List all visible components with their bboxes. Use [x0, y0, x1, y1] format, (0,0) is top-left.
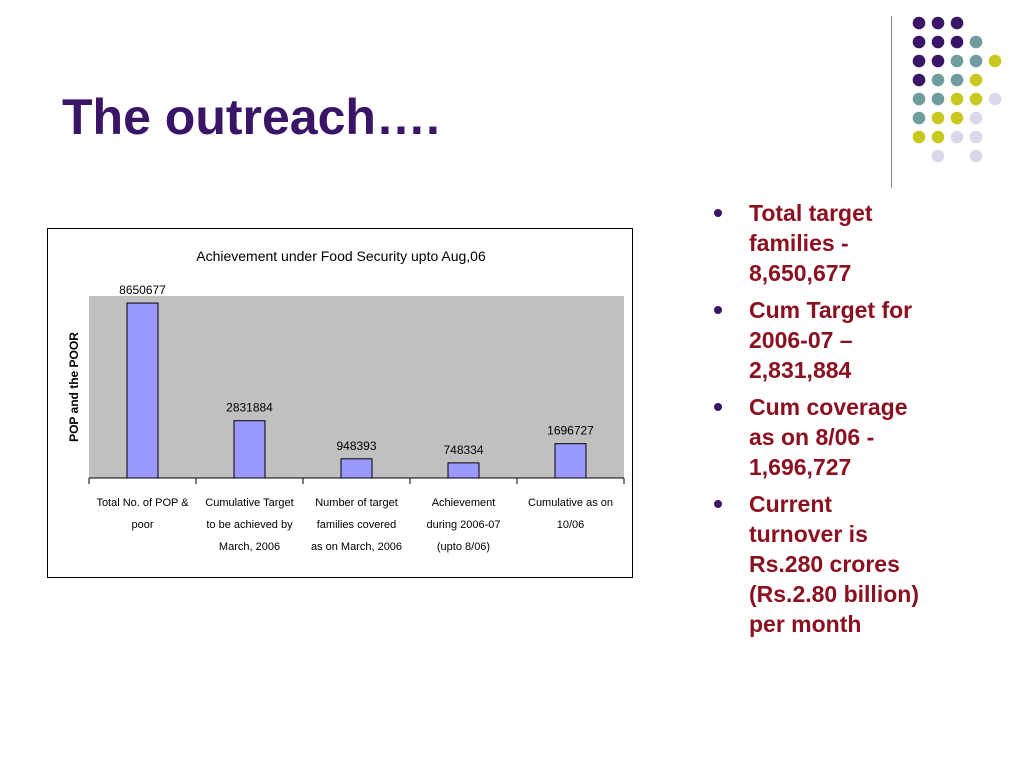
- x-tick-label: during 2006-07: [426, 519, 500, 531]
- decorative-dot: [912, 111, 926, 125]
- decorative-dot: [969, 73, 983, 87]
- x-tick-label: March, 2006: [219, 541, 280, 553]
- x-tick-label: Cumulative as on: [528, 497, 613, 509]
- decorative-dot: [950, 54, 964, 68]
- decorative-dot: [931, 149, 945, 163]
- decorative-dot: [969, 35, 983, 49]
- bullet-list: Total target families - 8,650,677 Cum Ta…: [712, 198, 1012, 646]
- decorative-dot: [931, 92, 945, 106]
- decorative-dot: [969, 54, 983, 68]
- bullet-text: Cum Target for 2006-07 – 2,831,884: [749, 297, 913, 383]
- decorative-dot: [912, 92, 926, 106]
- bullet-item: Cum coverage as on 8/06 - 1,696,727: [712, 392, 1012, 482]
- chart-title: Achievement under Food Security upto Aug…: [196, 248, 486, 264]
- x-tick-label: 10/06: [557, 519, 585, 531]
- decorative-dot: [988, 54, 1002, 68]
- data-label: 948393: [336, 439, 376, 453]
- x-tick-label: (upto 8/06): [437, 541, 490, 553]
- chart-container: Achievement under Food Security upto Aug…: [47, 228, 633, 578]
- decorative-dot: [950, 111, 964, 125]
- bullet-icon: [714, 209, 722, 217]
- decorative-dot: [931, 73, 945, 87]
- decorative-dot: [931, 35, 945, 49]
- x-tick-label: as on March, 2006: [311, 541, 402, 553]
- x-tick-label: families covered: [317, 519, 396, 531]
- x-tick-label: Number of target: [315, 497, 398, 509]
- decorative-dot: [950, 73, 964, 87]
- bar: [554, 443, 587, 479]
- bar: [447, 462, 480, 479]
- bullet-icon: [714, 306, 722, 314]
- bullet-text: Total target families - 8,650,677: [749, 200, 873, 286]
- x-tick-label: Total No. of POP &: [96, 497, 189, 509]
- y-axis-label: POP and the POOR: [67, 332, 81, 442]
- decorative-dot: [912, 130, 926, 144]
- decorative-dot: [969, 149, 983, 163]
- decorative-dot: [950, 130, 964, 144]
- decorative-dot: [912, 35, 926, 49]
- plot-area: [89, 296, 624, 478]
- decorative-dot: [931, 130, 945, 144]
- bullet-text: Current turnover is Rs.280 crores (Rs.2.…: [749, 491, 919, 637]
- bullet-item: Total target families - 8,650,677: [712, 198, 1012, 288]
- data-label: 8650677: [119, 283, 166, 297]
- bullet-item: Cum Target for 2006-07 – 2,831,884: [712, 295, 1012, 385]
- decorative-dot: [969, 130, 983, 144]
- divider-line: [891, 16, 892, 188]
- bar: [340, 458, 373, 479]
- bar-chart: Achievement under Food Security upto Aug…: [67, 248, 625, 553]
- decorative-dot: [950, 35, 964, 49]
- x-tick-label: to be achieved by: [206, 519, 293, 531]
- decorative-dot: [912, 73, 926, 87]
- data-label: 1696727: [547, 424, 594, 438]
- bullet-text: Cum coverage as on 8/06 - 1,696,727: [749, 394, 908, 480]
- x-tick-label: Cumulative Target: [205, 497, 293, 509]
- decorative-dot: [969, 92, 983, 106]
- decorative-dot: [969, 111, 983, 125]
- bar: [126, 302, 159, 479]
- data-label: 748334: [443, 443, 483, 457]
- decorative-dot: [988, 92, 1002, 106]
- decorative-dot: [931, 54, 945, 68]
- bullet-item: Current turnover is Rs.280 crores (Rs.2.…: [712, 489, 1012, 639]
- bullet-icon: [714, 500, 722, 508]
- data-label: 2831884: [226, 401, 273, 415]
- x-tick-label: Achievement: [432, 497, 496, 509]
- slide-title: The outreach….: [62, 89, 440, 145]
- decorative-dot: [931, 111, 945, 125]
- bullet-icon: [714, 403, 722, 411]
- decorative-dot: [912, 16, 926, 30]
- x-tick-label: poor: [131, 519, 153, 531]
- decorative-dot: [931, 16, 945, 30]
- bar: [233, 420, 266, 479]
- decorative-dot: [950, 16, 964, 30]
- decorative-dot: [912, 54, 926, 68]
- decorative-dot: [950, 92, 964, 106]
